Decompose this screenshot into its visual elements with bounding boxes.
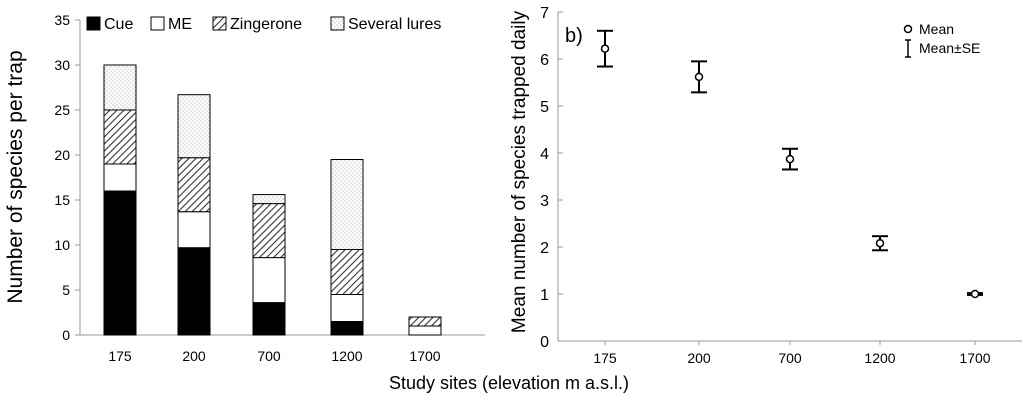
- panel-a-y-tick-label: 5: [62, 282, 70, 298]
- legend-swatch: [86, 16, 101, 31]
- panel-b-legend: Mean Mean±SE: [903, 21, 980, 58]
- panel-b-mean-point: [970, 289, 980, 299]
- panel-a-bar-segment: [330, 321, 364, 336]
- panel-a-bar-segment: [252, 203, 286, 259]
- panel-a-y-tick-label: 35: [54, 12, 70, 28]
- panel-a-x-tick-label: 700: [257, 348, 281, 364]
- panel-a-y-tick-label: 10: [54, 237, 70, 253]
- panel-b-label: b): [565, 25, 583, 47]
- panel-a-bar-segment: [103, 64, 137, 111]
- legend-swatch: [212, 16, 227, 31]
- panel-a-bar-chart: 0 5 10 15 20 25 30 35 175 200 700 1200 1700 Number …: [4, 12, 485, 364]
- legend-mean-label: Mean: [919, 21, 954, 37]
- panel-b-x-tick-label: 200: [687, 350, 711, 366]
- panel-b-y-tick-label: 5: [540, 99, 549, 116]
- panel-a-bar-stack-175: [103, 64, 137, 336]
- panel-a-bar-segment: [408, 316, 442, 327]
- panel-a-bar-segment: [330, 159, 364, 250]
- panel-b-mean-point: [785, 154, 795, 164]
- shared-x-axis-label: Study sites (elevation m a.s.l.): [389, 373, 629, 393]
- panel-a-bar-stack-700: [252, 194, 286, 336]
- panel-a-x-tick-label: 1700: [409, 348, 440, 364]
- panel-b-x-tick-label: 700: [778, 350, 802, 366]
- legend-swatch: [330, 16, 345, 31]
- panel-a-y-axis-label: Number of species per trap: [4, 50, 27, 303]
- legend-label: Several lures: [348, 16, 441, 33]
- panel-b-mean-point: [875, 238, 885, 248]
- panel-b-y-tick-label: 3: [540, 193, 549, 210]
- panel-b-y-tick-label: 6: [540, 52, 549, 69]
- panel-a-bar-segment: [103, 109, 137, 165]
- panel-a-bar-segment: [252, 194, 286, 205]
- panel-a-y-tick-label: 20: [54, 147, 70, 163]
- panel-b-y-tick-label: 2: [540, 240, 549, 257]
- panel-a-bar-segment: [408, 325, 442, 336]
- panel-b-mean-point: [694, 72, 704, 82]
- panel-a-y-tick-label: 30: [54, 57, 70, 73]
- panel-b-y-axis-label: Mean number of species trapped daily: [509, 10, 530, 333]
- panel-a-bar-stack-1200: [330, 159, 364, 336]
- panel-b-y-tick-label: 0: [540, 334, 549, 351]
- panel-a-y-tick-label: 15: [54, 192, 70, 208]
- panel-a-bar-segment: [103, 190, 137, 336]
- panel-a-bar-segment: [177, 94, 211, 159]
- legend-label: ME: [168, 16, 192, 33]
- panel-a-x-tick-label: 1200: [331, 348, 362, 364]
- panel-a-bar-segment: [177, 247, 211, 336]
- panel-a-x-tick-label: 200: [182, 348, 206, 364]
- panel-a-bar-segment: [177, 157, 211, 213]
- panel-b-x-tick-label: 1200: [864, 350, 895, 366]
- panel-b-x-tick-label: 1700: [959, 350, 990, 366]
- panel-a-bar-segment: [330, 249, 364, 295]
- panel-a-y-tick-label: 25: [54, 102, 70, 118]
- panel-a-bar-stack-200: [177, 94, 211, 336]
- legend-mean-marker: [903, 24, 913, 34]
- legend-swatch: [150, 16, 165, 31]
- panel-b-mean-point: [600, 44, 610, 53]
- legend-label: Zingerone: [230, 16, 302, 33]
- panel-a-y-tick-label: 0: [62, 327, 70, 343]
- panel-a-bar-segment: [103, 163, 137, 192]
- panel-b-y-tick-label: 1: [540, 287, 549, 304]
- panel-a-bar-segment: [252, 302, 286, 336]
- panel-b-y-tick-label: 7: [540, 5, 549, 22]
- legend-label: Cue: [104, 16, 133, 33]
- panel-a-bar-stack-1700: [408, 316, 442, 336]
- panel-a-bar-segment: [252, 257, 286, 304]
- panel-b-y-tick-label: 4: [540, 146, 549, 163]
- legend-se-label: Mean±SE: [919, 40, 980, 56]
- panel-a-bar-segment: [177, 211, 211, 249]
- panel-b-mean-chart: 0 1 2 3 4 5 6 7 175 200 700 1200 1700 b) Mean numbe…: [509, 5, 1022, 366]
- legend-se-marker: [905, 39, 911, 58]
- panel-a-x-tick-label: 175: [108, 348, 132, 364]
- panel-a-bar-segment: [330, 294, 364, 322]
- panel-a-legend: Cue ME Zingerone Several lures: [86, 16, 441, 33]
- panel-b-x-tick-label: 175: [593, 350, 617, 366]
